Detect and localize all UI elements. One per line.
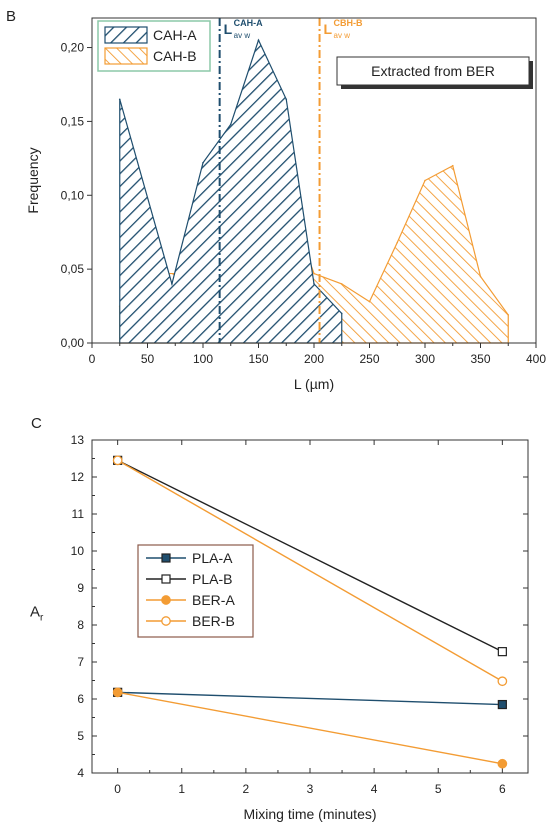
point-cah-b-7 [313, 272, 315, 275]
legend-label-ber-b: BER-B [192, 613, 235, 629]
legend-label-cah-a: CAH-A [153, 27, 197, 43]
legend-label-pla-a: PLA-A [192, 550, 233, 566]
point-cah-b-13 [479, 275, 482, 278]
average-length-lines: L CAH-Aav w L CBH-Bav w [218, 18, 363, 343]
x-tick-label-0: 0 [89, 352, 96, 366]
legend-marker-pla-a [161, 553, 171, 563]
point-cah-a-0 [118, 98, 121, 101]
marker-ber-b-1 [497, 676, 508, 687]
legend-marker-ber-b [161, 616, 171, 626]
point-cah-b-14 [507, 314, 510, 316]
y-tick-label-c-7: 7 [77, 655, 84, 669]
y-tick-label-c-12: 12 [71, 470, 85, 484]
x-tick-label-350: 350 [470, 352, 490, 366]
x-tick-label-c-3: 3 [307, 782, 314, 796]
line-pla-a [117, 691, 503, 706]
x-tick-label-c-4: 4 [371, 782, 378, 796]
point-cah-b-11 [424, 179, 426, 182]
x-tick-label-c-0: 0 [114, 782, 121, 796]
marker-pla-a-1 [497, 699, 507, 710]
panel-b-letter: B [6, 8, 16, 25]
legend-label-ber-a: BER-A [192, 592, 235, 608]
x-tick-label-100: 100 [193, 352, 213, 366]
y-tick-label-2: 0,10 [61, 188, 85, 202]
axes-ticks: 0 50 100 150 200 250 300 350 400 0,00 0,05 0,10 0,15… [61, 41, 547, 366]
y-tick-label-c-11: 11 [72, 507, 85, 521]
y-tick-label-c-13: 13 [71, 433, 85, 447]
marker-pla-b-1 [497, 647, 507, 657]
area-cah-a [119, 38, 343, 344]
x-tick-label-250: 250 [359, 352, 379, 366]
point-cah-a-5 [285, 98, 288, 101]
line-ber-a [117, 691, 503, 765]
x-tick-label-c-1: 1 [178, 782, 185, 796]
point-cah-b-10 [396, 241, 399, 244]
x-tick-label-150: 150 [248, 352, 268, 366]
x-tick-label-c-5: 5 [435, 782, 442, 796]
histogram-panel: L CAH-Aav w L CBH-Bav w 0 50 100 150 200 250 300 3… [25, 17, 547, 392]
line-ber-b [117, 459, 503, 682]
y-axis-label-sub: r [40, 613, 44, 624]
x-tick-label-300: 300 [415, 352, 435, 366]
vline-label-0: L [224, 21, 233, 37]
y-tick-label-4: 0,20 [61, 41, 85, 55]
vline-label-sup-0: CAH-A [234, 18, 263, 28]
legend-marker-pla-b [161, 574, 171, 584]
vline-label-sup-1: CBH-B [334, 18, 363, 28]
point-cah-b-12 [451, 164, 454, 167]
legend-label-pla-b: PLA-B [192, 571, 232, 587]
legend-marker-ber-a [161, 595, 171, 605]
x-tick-label-400: 400 [526, 352, 546, 366]
annotation-text: Extracted from BER [371, 63, 495, 79]
point-cah-a-3 [229, 123, 232, 126]
point-cah-a-6 [313, 283, 315, 285]
y-tick-label-0: 0,00 [61, 336, 85, 350]
frequency-series-group [118, 38, 510, 344]
x-tick-label-50: 50 [141, 352, 155, 366]
y-tick-label-c-9: 9 [77, 581, 84, 595]
marker-ber-a-1 [497, 758, 508, 769]
point-cah-a-2 [202, 161, 204, 164]
legend-c: PLA-A PLA-B BER-A BER-B [137, 544, 254, 638]
x-tick-label-c-2: 2 [243, 782, 250, 796]
x-axis-label-c: Mixing time (minutes) [243, 806, 376, 822]
point-cah-a-4 [257, 39, 260, 41]
point-cah-b-9 [368, 300, 371, 303]
y-tick-label-c-6: 6 [77, 692, 84, 706]
x-axis-label: L (µm) [294, 376, 334, 392]
marker-ber-b-0 [112, 455, 123, 466]
vline-label-sub-1: av w [334, 31, 351, 40]
x-tick-label-c-6: 6 [499, 782, 506, 796]
legend-swatch-cah-a [104, 26, 148, 44]
vline-label-sub-0: av w [234, 31, 251, 40]
y-axis-label-c: Ar [30, 604, 44, 624]
point-cah-a-7 [340, 312, 343, 315]
y-tick-label-1: 0,05 [61, 262, 85, 276]
legend: CAH-A CAH-B [97, 20, 211, 72]
y-tick-label-c-4: 4 [77, 766, 84, 780]
aspect-ratio-series-group [112, 455, 508, 769]
y-tick-label-c-10: 10 [71, 544, 85, 558]
y-tick-label-c-5: 5 [77, 729, 84, 743]
y-tick-label-c-8: 8 [77, 618, 84, 632]
annotation-box: Extracted from BER [336, 56, 533, 89]
legend-swatch-cah-b [104, 47, 148, 65]
panel-c-letter: C [31, 415, 42, 432]
point-cah-b-8 [340, 283, 343, 285]
marker-ber-a-0 [112, 687, 123, 698]
legend-frame-c [137, 544, 254, 638]
y-axis-label: Frequency [25, 147, 41, 213]
vline-label-1: L [324, 21, 333, 37]
y-tick-label-3: 0,15 [61, 114, 85, 128]
line-pla-b [117, 459, 503, 653]
y-axis-label-main: A [30, 604, 40, 621]
x-tick-label-200: 200 [304, 352, 324, 366]
legend-label-cah-b: CAH-B [153, 48, 197, 64]
point-cah-a-1 [171, 283, 173, 285]
